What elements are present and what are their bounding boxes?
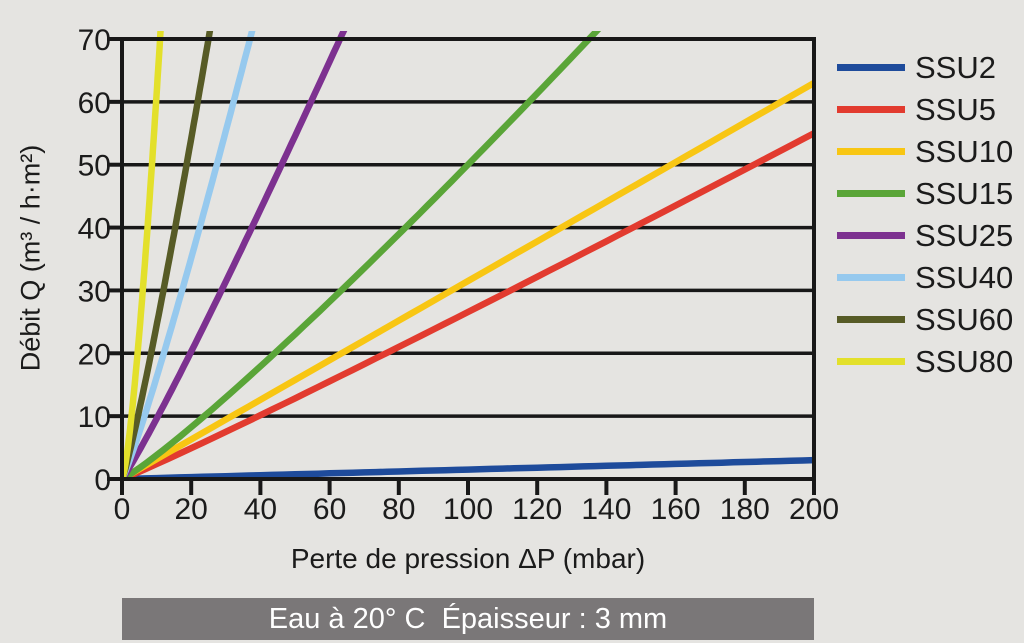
legend-label: SSU60 — [915, 301, 1014, 337]
x-tick-label-60: 60 — [313, 493, 346, 526]
x-tick-label-160: 160 — [651, 493, 701, 526]
y-tick-label-30: 30 — [78, 275, 111, 308]
series-line-ssu25 — [120, 31, 348, 481]
y-tick-label-20: 20 — [78, 338, 111, 371]
series-group — [120, 31, 816, 481]
series-line-ssu15 — [120, 31, 602, 481]
legend-swatch-icon — [837, 147, 905, 155]
x-tick-label-100: 100 — [443, 493, 493, 526]
series-line-ssu80 — [120, 31, 164, 481]
x-tick-label-180: 180 — [720, 493, 770, 526]
legend-swatch-icon — [837, 231, 905, 239]
caption-text: Eau à 20° C Épaisseur : 3 mm — [268, 602, 668, 635]
legend: SSU2 SSU5 SSU10 SSU15 SSU25 SSU40 SSU60 SSU80 — [837, 46, 1013, 382]
legend-item-ssu15: SSU15 — [837, 172, 1013, 214]
x-tick-label-200: 200 — [789, 493, 839, 526]
x-axis-title: Perte de pression ΔP (mbar) — [290, 543, 646, 574]
legend-label: SSU15 — [915, 175, 1014, 211]
x-tick-label-120: 120 — [512, 493, 562, 526]
x-tick-label-20: 20 — [175, 493, 208, 526]
legend-label: SSU40 — [915, 259, 1014, 295]
legend-swatch-icon — [837, 189, 905, 197]
legend-label: SSU5 — [915, 91, 996, 127]
x-tick-label-80: 80 — [382, 493, 415, 526]
legend-label: SSU25 — [915, 217, 1014, 253]
legend-item-ssu80: SSU80 — [837, 340, 1013, 382]
y-tick-label-50: 50 — [78, 150, 111, 183]
series-line-ssu2 — [121, 456, 815, 481]
y-tick-label-70: 70 — [78, 24, 111, 57]
series-line-ssu40 — [120, 31, 256, 481]
y-tick-label-10: 10 — [78, 401, 111, 434]
legend-item-ssu2: SSU2 — [837, 46, 1013, 88]
y-axis-title: Débit Q (m³ / h·m²) — [15, 144, 46, 372]
x-tick-label-140: 140 — [581, 493, 631, 526]
plot-frame — [120, 37, 816, 481]
series-line-ssu5 — [120, 130, 816, 481]
legend-swatch-icon — [837, 105, 905, 113]
legend-item-ssu10: SSU10 — [837, 130, 1013, 172]
y-tick-label-0: 0 — [94, 464, 111, 497]
legend-label: SSU10 — [915, 133, 1014, 169]
legend-item-ssu40: SSU40 — [837, 256, 1013, 298]
y-tick-label-40: 40 — [78, 213, 111, 246]
legend-item-ssu25: SSU25 — [837, 214, 1013, 256]
legend-label: SSU2 — [915, 49, 996, 85]
x-tick-label-40: 40 — [244, 493, 277, 526]
legend-swatch-icon — [837, 315, 905, 323]
series-line-ssu60 — [120, 31, 214, 481]
series-line-ssu10 — [120, 80, 816, 481]
x-tick-label-0: 0 — [114, 493, 131, 526]
legend-item-ssu60: SSU60 — [837, 298, 1013, 340]
legend-swatch-icon — [837, 357, 905, 365]
legend-item-ssu5: SSU5 — [837, 88, 1013, 130]
caption-bar: Eau à 20° C Épaisseur : 3 mm — [122, 598, 814, 640]
legend-label: SSU80 — [915, 343, 1014, 379]
legend-swatch-icon — [837, 63, 905, 71]
legend-swatch-icon — [837, 273, 905, 281]
y-tick-label-60: 60 — [78, 87, 111, 120]
